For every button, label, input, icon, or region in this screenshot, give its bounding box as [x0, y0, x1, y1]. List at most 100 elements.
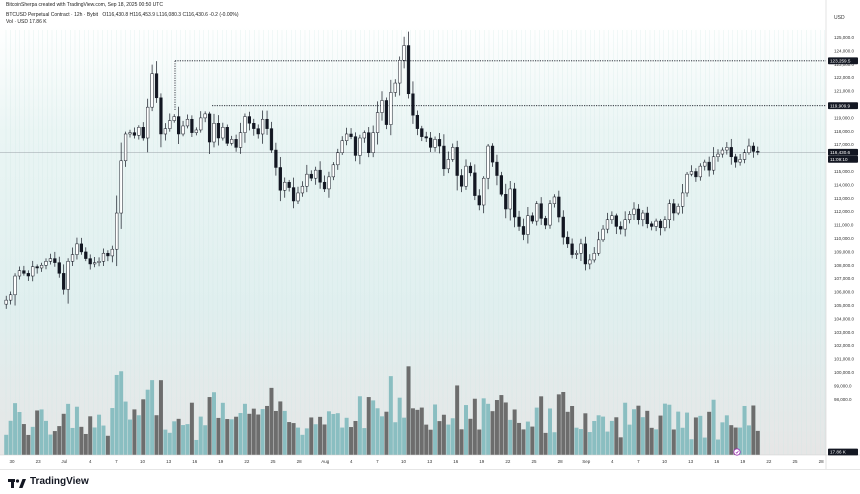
time-tick-label: 16: [453, 459, 459, 464]
tradingview-logo[interactable]: TradingView: [8, 476, 89, 488]
volume-bar: [66, 403, 71, 455]
volume-bar: [154, 415, 159, 455]
volume-bar: [738, 427, 743, 455]
candle-body: [327, 176, 331, 190]
volume-bar: [711, 399, 716, 455]
candle-body: [380, 100, 384, 113]
candle-body: [225, 127, 229, 144]
volume-bar: [52, 431, 57, 455]
candle-body: [238, 132, 243, 148]
candle-body: [101, 252, 106, 262]
price-chart[interactable]: 125,000.0 124,000.0 123,000.0 122,000.0 121,…: [0, 0, 860, 469]
candle-body: [681, 192, 685, 207]
volume-bar: [172, 421, 177, 455]
vertical-gridlines: [5, 30, 825, 455]
volume-bar: [362, 428, 367, 455]
price-tag-label: 17.86 K: [830, 450, 847, 455]
volume-bar: [225, 419, 230, 455]
price-tag-label: 11:09:10: [830, 157, 848, 162]
volume-bar: [751, 405, 756, 455]
alert-icon[interactable]: [733, 448, 741, 456]
volume-bar: [242, 403, 247, 455]
volume-bar: [21, 424, 26, 455]
volume-bar: [512, 409, 517, 455]
time-tick-label: 10: [662, 459, 668, 464]
price-tick-label: 114,000.0: [834, 182, 854, 187]
volume-bar: [525, 421, 530, 455]
volume-bar: [534, 407, 539, 455]
volume-bar: [35, 410, 40, 455]
candle-body: [393, 82, 397, 93]
candle-body: [543, 218, 548, 226]
candle-body: [601, 228, 605, 241]
time-tick-label: 22: [244, 459, 250, 464]
volume-bar: [618, 437, 623, 455]
currency-label: USD: [834, 15, 845, 21]
candle-body: [340, 140, 344, 153]
volume-bar: [128, 419, 132, 455]
volume-bar: [402, 417, 407, 455]
candle-body: [9, 294, 13, 301]
candle-body: [645, 212, 649, 225]
candle-body: [353, 136, 358, 156]
volume-bar: [587, 432, 592, 455]
volume-bar: [609, 420, 614, 455]
candle-body: [305, 173, 309, 187]
volume-bar: [83, 433, 88, 455]
volume-bar: [278, 401, 283, 455]
tradingview-brand: TradingView: [30, 476, 89, 487]
volume-bar: [508, 419, 513, 455]
time-axis[interactable]: 30 23 Jul 4 7 10 13 16 19 22 25 28 Aug 4 7 10 13 16 19 22 25…: [9, 459, 824, 464]
candle-body: [561, 216, 565, 238]
price-tick-label: 104,000.0: [834, 316, 855, 321]
tradingview-logo-icon: [8, 476, 26, 488]
time-tick-label: Sep: [582, 459, 591, 464]
candle-body: [685, 173, 689, 194]
candle-body: [106, 252, 110, 257]
candle-body: [132, 132, 137, 136]
volume-bar: [565, 411, 570, 455]
candle-body: [123, 133, 128, 162]
volume-bar: [198, 416, 203, 455]
volume-bar: [176, 418, 181, 455]
time-tick-label: 10: [401, 459, 407, 464]
candle-body: [274, 149, 278, 168]
price-axis[interactable]: 125,000.0 124,000.0 123,000.0 122,000.0 121,…: [834, 35, 855, 402]
time-tick-label: 28: [819, 459, 825, 464]
candle-body: [17, 270, 22, 277]
volume-bar: [105, 435, 110, 455]
candle-body: [247, 116, 251, 124]
volume-bar: [552, 432, 557, 455]
volume-bar: [273, 410, 278, 455]
volume-bar: [592, 420, 597, 455]
candle-body: [513, 188, 517, 218]
volume-bar: [158, 380, 163, 455]
volume-bar: [92, 427, 97, 455]
candle-body: [592, 252, 596, 261]
time-tick-label: 19: [218, 459, 224, 464]
price-tick-label: 123,000.0: [834, 62, 855, 67]
price-tick-label: 111,000.0: [834, 223, 854, 228]
volume-bar: [371, 400, 376, 455]
volume-bar: [614, 417, 619, 455]
price-tag-bg: [828, 148, 858, 156]
time-tick-label: Jul: [61, 459, 67, 464]
candle-body: [181, 125, 185, 135]
volume-bar: [433, 404, 438, 455]
volume-bar: [366, 397, 371, 455]
candle-body: [278, 167, 282, 191]
time-tick-label: 28: [297, 459, 303, 464]
time-tick-label: 16: [714, 459, 720, 464]
volume-bar: [578, 429, 583, 455]
volume-bar: [658, 415, 663, 455]
volume-bar: [477, 429, 482, 455]
volume-bar: [13, 403, 18, 455]
candle-body: [751, 145, 755, 152]
candle-body: [31, 266, 35, 277]
volume-bar: [548, 408, 552, 455]
volume-bar: [574, 427, 579, 455]
volume-bar: [8, 420, 13, 455]
volume-bar: [601, 416, 606, 455]
volume-bar: [79, 426, 84, 455]
symbol-title[interactable]: BTCUSD Perpetual Contract · 12h · Bybit: [6, 12, 98, 18]
